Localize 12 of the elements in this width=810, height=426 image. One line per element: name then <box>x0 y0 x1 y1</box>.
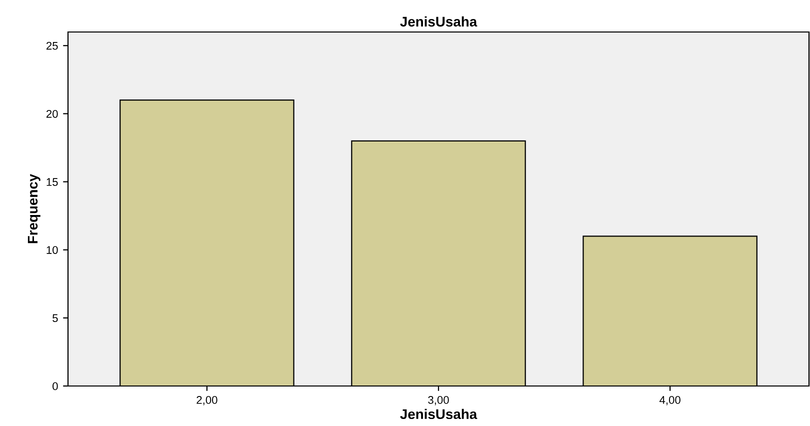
x-tick-label: 3,00 <box>428 396 449 406</box>
y-tick-label: 20 <box>46 110 58 118</box>
y-tick-label: 15 <box>46 178 58 186</box>
y-tick-label: 0 <box>52 382 58 390</box>
x-tick-label: 4,00 <box>660 396 680 406</box>
chart-title: JenisUsaha <box>400 16 478 27</box>
y-tick-label: 5 <box>52 314 58 322</box>
y-axis-title: Frequency <box>28 174 40 244</box>
x-tick-label: 2,00 <box>196 396 218 406</box>
x-axis-title: JenisUsaha <box>400 408 478 420</box>
y-tick-label: 10 <box>46 246 58 254</box>
y-tick-label: 25 <box>46 42 58 50</box>
